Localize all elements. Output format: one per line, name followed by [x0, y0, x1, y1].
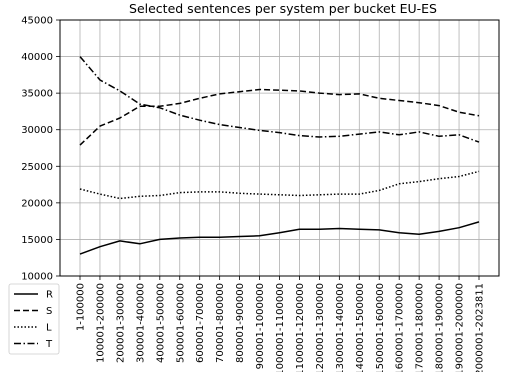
x-tick-label: 1900001-2000000	[455, 283, 466, 372]
x-tick-label: 300001-400000	[135, 283, 146, 363]
y-tick-label: 30000	[21, 125, 53, 136]
y-tick-label: 10000	[21, 272, 53, 283]
series-lines	[79, 56, 480, 255]
x-tick-label: 1500001-1600000	[375, 283, 386, 372]
series-line-R	[79, 221, 480, 255]
x-tick-label: 900001-1000000	[255, 283, 266, 369]
x-tick-label: 1600001-1700000	[395, 283, 406, 372]
legend-label-T: T	[45, 339, 53, 350]
x-tick-label: 1000001-1100000	[275, 283, 286, 372]
y-tick-label: 20000	[21, 198, 53, 209]
x-tick-label: 700001-800000	[215, 283, 226, 363]
legend-label-S: S	[46, 306, 52, 317]
x-tick-label: 500001-600000	[175, 283, 186, 363]
y-tick-label: 25000	[21, 162, 53, 173]
series-line-T	[79, 56, 480, 143]
series-line-L	[79, 170, 480, 200]
y-tick-label: 40000	[21, 52, 53, 63]
x-tick-label: 1700001-1800000	[415, 283, 426, 372]
x-tick-label: 1300001-1400000	[335, 283, 346, 372]
x-tick-label: 400001-500000	[155, 283, 166, 363]
x-tick-label: 600001-700000	[195, 283, 206, 363]
y-axis-ticks: 10000 15000 20000 25000 30000 35000 40000 45000	[21, 16, 60, 283]
y-tick-label: 45000	[21, 16, 53, 27]
grid-lines	[60, 19, 499, 277]
x-tick-label: 1100001-1200000	[295, 283, 306, 372]
y-tick-label: 15000	[21, 235, 53, 246]
y-tick-label: 35000	[21, 89, 53, 100]
series-line-S	[79, 88, 480, 146]
x-tick-label: 1200001-1300000	[315, 283, 326, 372]
legend-label-R: R	[46, 290, 53, 301]
legend-label-L: L	[46, 323, 52, 334]
x-tick-label: 1-100000	[76, 283, 87, 331]
x-tick-label: 800001-900000	[235, 283, 246, 363]
x-tick-label: 2000001-2023811	[475, 283, 486, 372]
x-tick-label: 1800001-1900000	[435, 283, 446, 372]
x-tick-label: 200001-300000	[115, 283, 126, 363]
x-tick-label: 100001-200000	[95, 283, 106, 363]
x-tick-label: 1400001-1500000	[355, 283, 366, 372]
chart-title: Selected sentences per system per bucket…	[129, 1, 437, 16]
legend-box	[8, 283, 60, 355]
x-axis-ticks: 1-100000 100001-200000 200001-300000 300001…	[76, 276, 486, 372]
